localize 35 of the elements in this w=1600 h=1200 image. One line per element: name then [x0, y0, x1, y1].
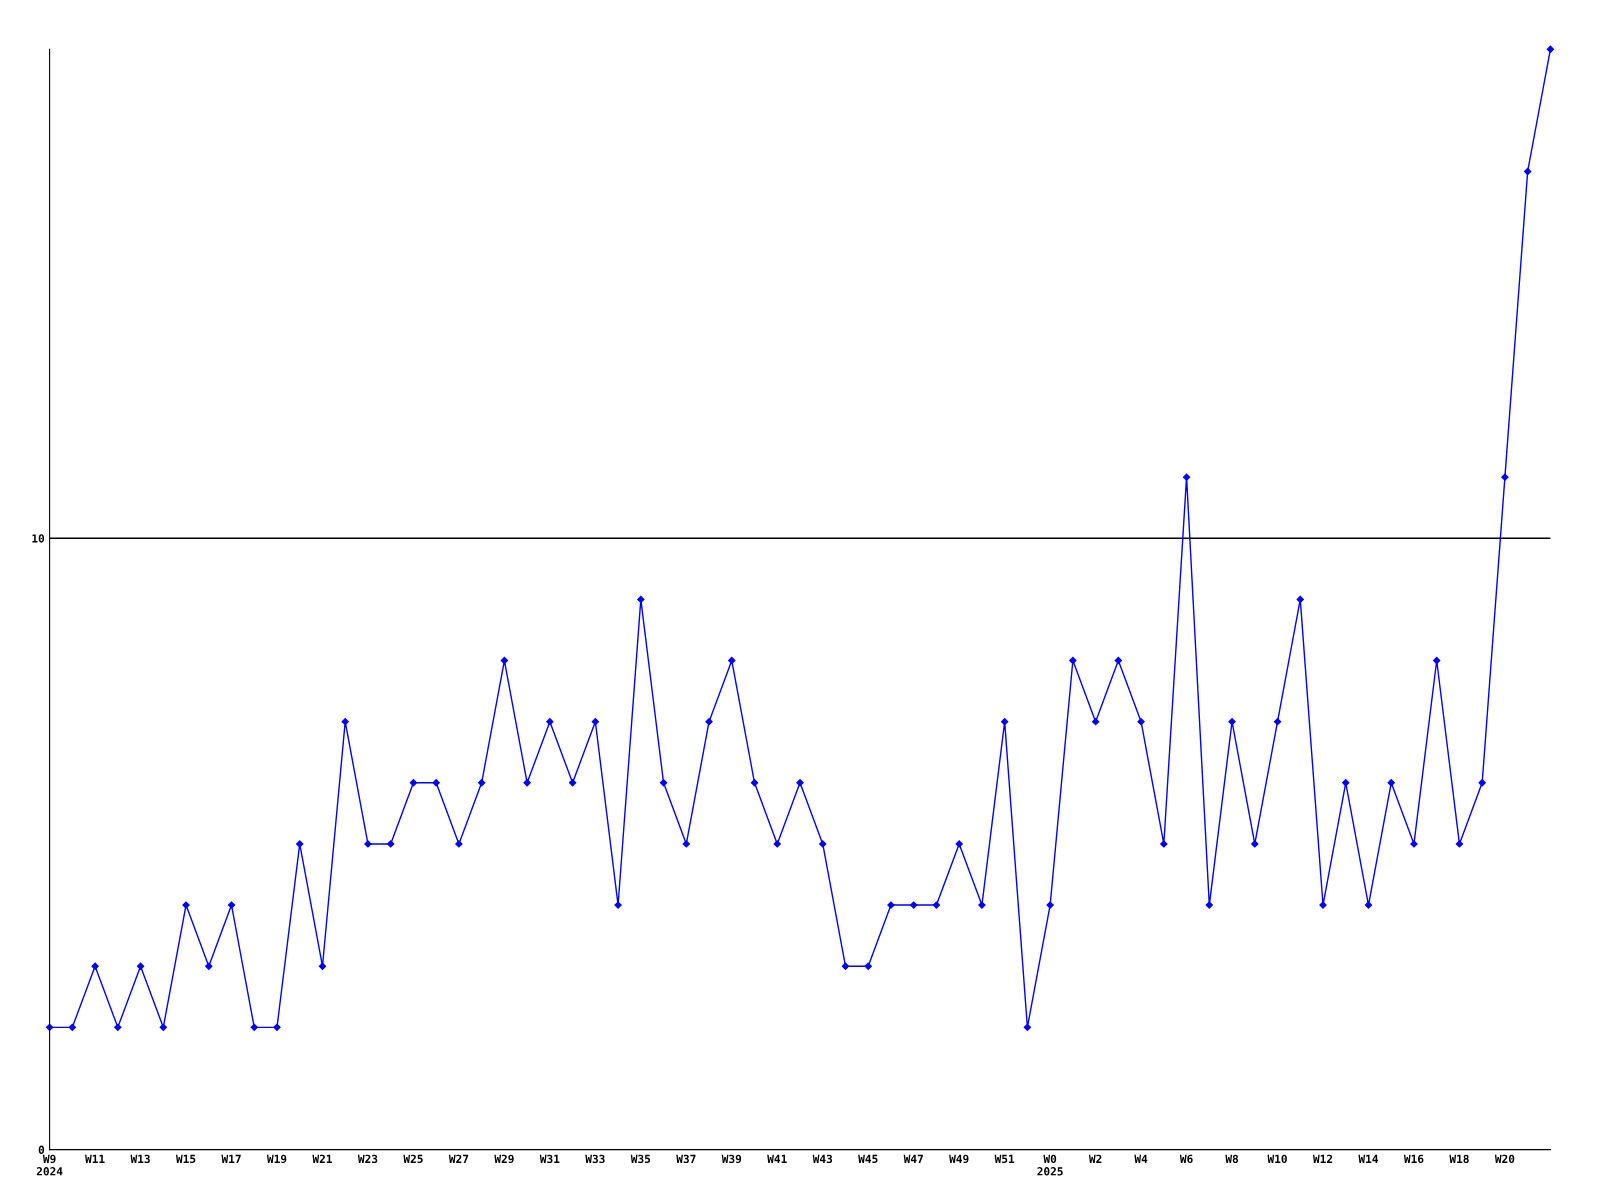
x-tick-label: W15 [176, 1154, 196, 1164]
x-tick-label: W10 [1267, 1154, 1287, 1164]
x-tick-label: W29 [494, 1154, 514, 1164]
x-tick-label: W9 2024 [36, 1154, 63, 1176]
x-tick-label: W17 [221, 1154, 241, 1163]
x-tick-label: W51 [994, 1154, 1015, 1164]
x-tick-label: W13 [130, 1154, 150, 1164]
x-tick-label: W8 [1225, 1154, 1239, 1164]
x-tick-label: W27 [448, 1154, 469, 1163]
x-tick-label: W35 [630, 1154, 651, 1164]
y-tick-label: 0 [38, 1145, 45, 1154]
x-tick-label: W2 [1088, 1154, 1102, 1163]
x-tick-label: W47 [903, 1154, 923, 1163]
x-tick-label: W37 [676, 1154, 696, 1164]
x-tick-label: W4 [1134, 1154, 1148, 1163]
x-tick-label: W45 [858, 1154, 878, 1164]
x-tick-label: W6 [1179, 1154, 1193, 1164]
x-tick-label: W0 2025 [1037, 1154, 1063, 1176]
x-tick-label: W16 [1403, 1154, 1424, 1164]
x-tick-label: W12 [1312, 1154, 1333, 1163]
x-tick-label: W33 [585, 1154, 605, 1164]
x-tick-label: W18 [1449, 1154, 1469, 1164]
x-tick-label: W11 [85, 1154, 105, 1163]
x-tick-label: W19 [266, 1154, 287, 1164]
x-tick-label: W39 [721, 1154, 742, 1164]
x-tick-label: W41 [767, 1154, 787, 1163]
x-tick-label: W14 [1358, 1154, 1379, 1163]
x-tick-label: W31 [539, 1154, 560, 1164]
x-tick-label: W23 [357, 1154, 378, 1164]
x-tick-label: W21 [312, 1154, 332, 1163]
y-tick-label: 10 [32, 534, 45, 543]
x-tick-label: W25 [403, 1154, 423, 1164]
x-tick-label: W49 [949, 1154, 969, 1164]
x-tick-label: W20 [1494, 1154, 1515, 1164]
x-tick-label: W43 [812, 1154, 833, 1164]
